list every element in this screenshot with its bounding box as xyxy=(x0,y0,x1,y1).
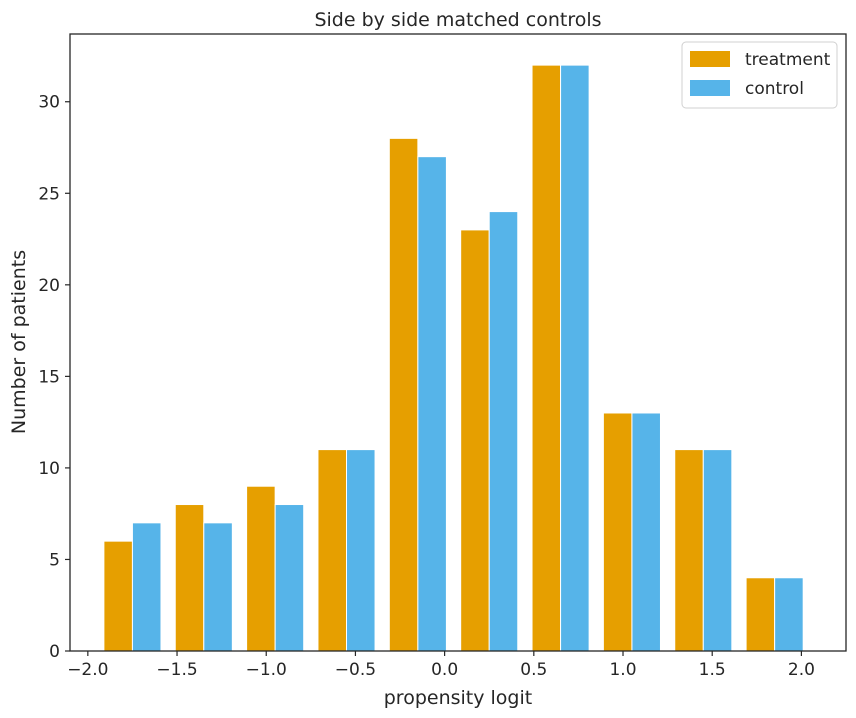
x-tick-label: 1.0 xyxy=(609,660,636,680)
y-tick-label: 5 xyxy=(49,550,60,570)
treatment-bar xyxy=(174,504,205,652)
control-bar xyxy=(203,522,233,652)
y-axis-ticks: 0 5 10 15 20 25 30 xyxy=(38,93,70,662)
plot-frame xyxy=(69,33,847,652)
x-tick-label: −1.5 xyxy=(156,660,197,680)
x-tick-label: −1.0 xyxy=(246,660,287,680)
x-axis-ticks: −2.0 −1.5 −1.0 −0.5 0.0 0.5 1.0 1.5 2.0 xyxy=(67,651,815,680)
control-bar xyxy=(274,504,305,652)
treatment-legend-swatch xyxy=(690,51,730,67)
y-tick-label: 25 xyxy=(38,184,60,204)
chart-title: Side by side matched controls xyxy=(314,9,601,31)
x-tick-label: 0.0 xyxy=(431,660,458,680)
control-bar xyxy=(631,412,661,652)
y-tick-label: 20 xyxy=(38,276,60,296)
treatment-bar xyxy=(317,449,348,652)
control-legend-label: control xyxy=(745,79,804,99)
x-tick-label: 0.5 xyxy=(520,660,547,680)
treatment-bar xyxy=(388,137,419,652)
control-bar xyxy=(774,577,804,652)
control-legend-swatch xyxy=(690,80,730,96)
treatment-bar xyxy=(246,485,276,652)
treatment-bar xyxy=(460,229,490,652)
x-tick-label: 1.5 xyxy=(699,660,726,680)
y-axis-label: Number of patients xyxy=(8,250,30,434)
control-bar xyxy=(346,449,376,652)
y-tick-label: 0 xyxy=(49,642,60,662)
legend: treatment control xyxy=(681,41,838,109)
y-tick-label: 30 xyxy=(38,93,60,113)
x-tick-label: −2.0 xyxy=(67,660,108,680)
treatment-bar xyxy=(602,412,633,652)
x-tick-label: −0.5 xyxy=(335,660,376,680)
x-tick-label: 2.0 xyxy=(788,660,815,680)
y-tick-label: 15 xyxy=(38,367,60,387)
control-bar xyxy=(488,211,519,652)
y-tick-label: 10 xyxy=(38,459,60,479)
control-bar xyxy=(131,522,162,652)
control-bar xyxy=(702,449,733,652)
treatment-bar xyxy=(531,64,562,652)
control-bar xyxy=(560,64,590,652)
treatment-bar xyxy=(674,449,704,652)
x-axis-label: propensity logit xyxy=(384,687,532,709)
treatment-bar xyxy=(745,577,776,652)
treatment-legend-label: treatment xyxy=(745,50,831,70)
control-bar xyxy=(417,156,447,652)
bars-group xyxy=(103,64,804,652)
treatment-bar xyxy=(103,540,133,652)
